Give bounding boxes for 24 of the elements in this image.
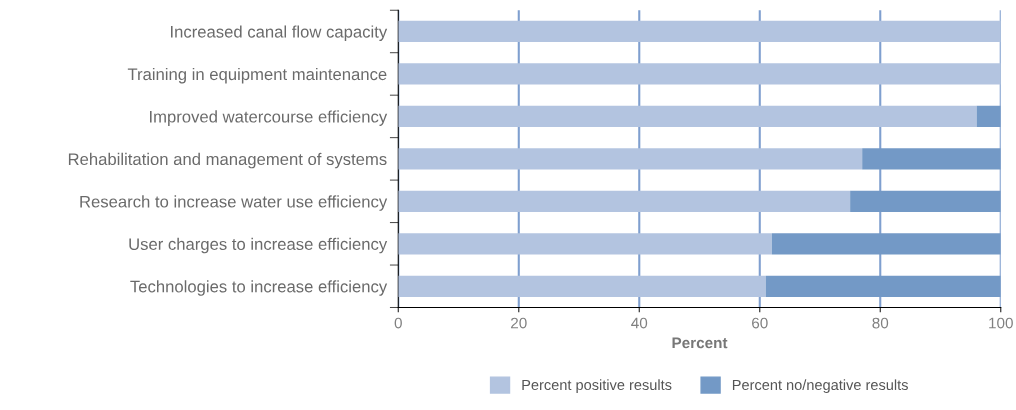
y-tick-label: Training in equipment maintenance	[127, 67, 387, 84]
x-tick-label: 20	[511, 317, 527, 329]
legend-label: Percent no/negative results	[732, 379, 908, 393]
x-tick-label: 80	[872, 317, 889, 329]
x-tick-label: 60	[752, 317, 768, 329]
bar	[398, 233, 772, 255]
legend-label: Percent positive results	[522, 379, 672, 393]
bar	[398, 105, 977, 128]
bar	[398, 275, 766, 297]
x-tick-label: 40	[631, 317, 648, 329]
y-tick-label: Technologies to increase efficiency	[130, 280, 388, 296]
y-tick-label: Increased canal flow capacity	[171, 25, 388, 41]
y-tick-label: Research to increase water use efficiency	[80, 195, 388, 211]
x-tick-label: 100	[989, 317, 1013, 329]
bar	[398, 148, 863, 170]
y-tick-label: Rehabilitation and management of systems	[68, 152, 387, 169]
bar	[398, 20, 1001, 43]
bar	[398, 190, 851, 212]
y-tick-label: User charges to increase efficiency	[129, 237, 388, 254]
x-axis-title: Percent	[672, 337, 728, 349]
bar	[398, 63, 1001, 85]
y-tick-label: Improved watercourse efficiency	[150, 110, 388, 126]
x-tick-label: 0	[394, 317, 402, 329]
bar	[976, 105, 1001, 128]
